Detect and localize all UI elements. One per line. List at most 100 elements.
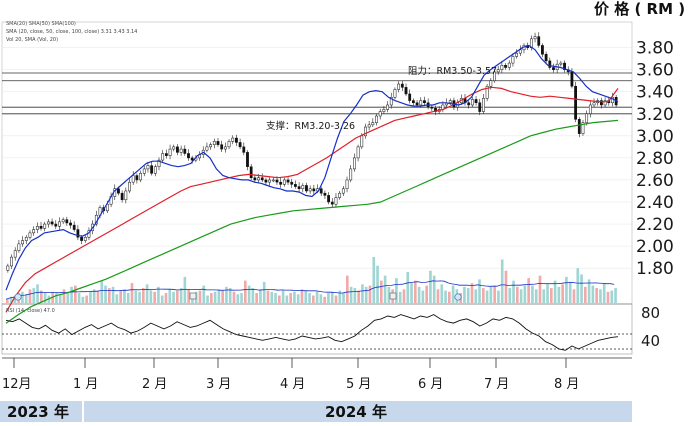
volume-bar (482, 288, 485, 303)
candle-body (345, 179, 349, 190)
candle-body (338, 192, 342, 198)
candle-body (600, 100, 603, 106)
candle-body (150, 165, 154, 174)
volume-bar (398, 291, 402, 303)
candle-body (500, 65, 504, 70)
volume-bar (414, 280, 417, 303)
volume-bar (610, 290, 614, 303)
volume-bar (274, 293, 277, 303)
volume-bar (187, 289, 190, 303)
candle-body (411, 100, 415, 104)
volume-bar (512, 280, 515, 303)
volume-bar (40, 290, 43, 303)
volume-bar (85, 295, 88, 303)
volume-bar (198, 290, 202, 303)
volume-bar (448, 291, 451, 303)
candle-body (142, 168, 146, 174)
ma20-line (5, 44, 619, 291)
candle-body (58, 221, 61, 227)
volume-bar (92, 289, 96, 303)
volume-bar (338, 290, 342, 303)
candle-body (80, 237, 83, 241)
candle-body (76, 229, 80, 238)
legend-line-2: SMA (20, close, 50, close, 100, close) 3… (6, 29, 137, 35)
x-tick-label: 5 月 (346, 377, 371, 392)
volume-bar (440, 284, 444, 303)
event-markers (14, 292, 462, 301)
volume-bar (285, 295, 289, 303)
candle-body (470, 99, 474, 106)
candle-body (205, 146, 209, 151)
candle-body (212, 141, 216, 145)
volume-series (5, 257, 617, 303)
volume-bar (281, 290, 285, 303)
volume-bar (210, 293, 213, 303)
volume-bar (591, 285, 595, 303)
volume-bar (66, 291, 70, 303)
volume-bar (206, 295, 209, 303)
candle-body (164, 153, 168, 156)
candle-body (179, 148, 183, 153)
candle-body (35, 226, 39, 230)
volume-bar (6, 299, 9, 303)
volume-bar (327, 293, 330, 303)
volume-bar (296, 294, 300, 303)
candle-body (275, 179, 279, 183)
volume-bar (380, 280, 383, 303)
volume-bar (531, 285, 534, 303)
price-tick-label: 3.00 (636, 127, 674, 147)
candle-body (227, 141, 231, 148)
volume-bar (387, 286, 391, 303)
candle-body (223, 146, 227, 150)
volume-bar (81, 296, 85, 303)
volume-bar (262, 281, 266, 303)
volume-bar (534, 289, 538, 303)
candle-body (238, 142, 242, 148)
volume-bar (289, 293, 292, 303)
volume-bar (323, 296, 326, 303)
candle-body (220, 144, 224, 150)
volume-bar (100, 280, 104, 303)
volume-bar (565, 276, 568, 303)
volume-bar (130, 283, 134, 303)
price-tick-label: 2.00 (636, 237, 674, 257)
candle-body (356, 146, 360, 159)
volume-bar (553, 280, 557, 303)
candle-body (253, 177, 257, 181)
support-annotation: 支撑：RM3.20-3.26 (266, 120, 355, 132)
candle-body (172, 146, 176, 150)
volume-bar (432, 275, 436, 303)
candle-body (474, 99, 478, 104)
volume-bar (319, 294, 323, 303)
volume-bar (123, 289, 126, 303)
candle-body (290, 181, 294, 185)
volume-bar (489, 286, 493, 303)
x-tick-label: 4 月 (280, 377, 305, 392)
event-marker-1 (14, 293, 22, 301)
volume-bar (444, 290, 447, 303)
candle-body (588, 104, 592, 115)
rsi-panel-frame (1, 303, 633, 355)
rsi-tick-40: 40 (641, 332, 660, 350)
candle-body (323, 192, 327, 196)
volume-bar (478, 279, 481, 303)
candle-body (559, 62, 563, 65)
candle-body (183, 148, 187, 154)
volume-bar (251, 288, 255, 303)
volume-bar (259, 289, 262, 303)
candle-body (249, 166, 253, 178)
volume-bar (527, 278, 530, 303)
x-tick-label: 2 月 (142, 377, 167, 392)
candle-body (10, 256, 13, 267)
volume-bar (587, 279, 591, 303)
candle-body (308, 188, 312, 192)
candle-body (146, 165, 150, 170)
candle-body (334, 197, 338, 205)
x-axis-ticks: 12月 1 月 2 月 3 月 4 月 5 月 6 月 7 月 8 月 (2, 358, 579, 392)
candle-body (43, 223, 47, 229)
candle-body (375, 115, 378, 123)
candle-body (371, 122, 375, 126)
candle-body (378, 111, 382, 117)
volume-bar (240, 293, 243, 303)
